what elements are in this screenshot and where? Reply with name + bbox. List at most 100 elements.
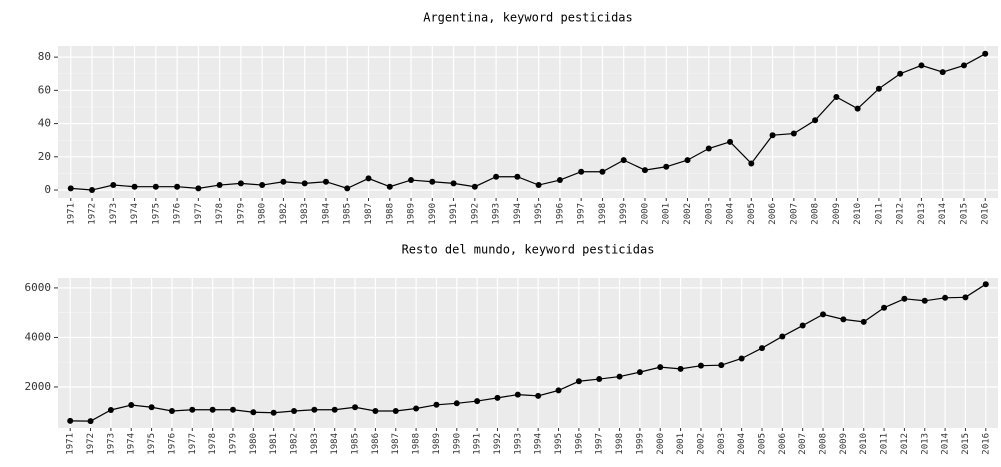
- data-point: [259, 182, 266, 189]
- x-tick-label: 2014: [938, 203, 948, 225]
- data-point: [779, 333, 786, 340]
- data-point: [365, 175, 372, 182]
- x-tick-label: 1980: [249, 433, 259, 455]
- data-point: [87, 418, 94, 425]
- data-point: [386, 183, 393, 190]
- x-tick-label: 2016: [981, 433, 991, 455]
- x-tick-label: 1987: [364, 203, 374, 225]
- x-tick-label: 1997: [577, 203, 587, 225]
- y-tick-label: 0: [44, 183, 51, 196]
- x-tick-label: 1999: [635, 433, 645, 455]
- data-point: [663, 163, 670, 170]
- data-point: [413, 405, 420, 412]
- data-point: [110, 182, 117, 189]
- x-tick-label: 2006: [768, 203, 778, 225]
- data-point: [453, 400, 460, 407]
- x-tick-label: 1979: [228, 433, 238, 455]
- data-point: [620, 157, 627, 164]
- x-tick-label: 2000: [640, 203, 650, 225]
- x-tick-label: 1988: [412, 433, 422, 455]
- x-tick-label: 1973: [109, 203, 119, 225]
- x-tick-label: 1991: [473, 433, 483, 455]
- data-point: [270, 409, 277, 416]
- x-tick-label: 2003: [704, 203, 714, 225]
- x-tick-label: 2004: [737, 433, 747, 455]
- x-tick-label: 2008: [819, 433, 829, 455]
- x-tick-label: 1984: [330, 433, 340, 455]
- data-point: [237, 180, 244, 187]
- data-line: [70, 283, 987, 422]
- x-tick-label: 2002: [696, 433, 706, 455]
- data-point: [408, 177, 415, 184]
- x-tick-label: 1975: [147, 433, 157, 455]
- data-point: [840, 316, 847, 323]
- data-point: [962, 294, 969, 301]
- data-point: [216, 182, 223, 189]
- data-point: [131, 183, 138, 190]
- x-tick-label: 1993: [492, 203, 502, 225]
- x-tick-label: 1983: [310, 433, 320, 455]
- data-point: [494, 394, 501, 401]
- x-tick-label: 1990: [428, 203, 438, 225]
- data-point: [982, 281, 989, 288]
- data-point: [280, 178, 287, 185]
- x-tick-label: 1995: [534, 203, 544, 225]
- data-point: [429, 178, 436, 185]
- x-tick-label: 1983: [300, 203, 310, 225]
- x-tick-label: 1996: [574, 433, 584, 455]
- x-tick-label: 2007: [789, 203, 799, 225]
- data-point: [152, 183, 159, 190]
- data-point: [189, 406, 196, 413]
- data-point: [575, 378, 582, 385]
- data-point: [344, 185, 351, 192]
- y-tick-label: 6000: [25, 281, 52, 294]
- x-tick-label: 1987: [391, 433, 401, 455]
- x-tick-label: 1990: [452, 433, 462, 455]
- data-point: [474, 398, 481, 405]
- data-point: [578, 168, 585, 175]
- x-tick-label: 1976: [167, 433, 177, 455]
- x-tick-label: 2015: [959, 203, 969, 225]
- x-tick-label: 1974: [127, 433, 137, 455]
- data-point: [833, 93, 840, 100]
- data-point: [535, 392, 542, 399]
- x-tick-label: 2005: [757, 433, 767, 455]
- data-point: [392, 407, 399, 414]
- x-tick-label: 1974: [130, 203, 140, 225]
- x-tick-label: 1989: [432, 433, 442, 455]
- x-tick-label: 2006: [778, 433, 788, 455]
- x-tick-label: 1993: [513, 433, 523, 455]
- data-point: [677, 365, 684, 372]
- x-tick-label: 2011: [874, 203, 884, 225]
- data-point: [939, 69, 946, 76]
- x-tick-label: 2007: [798, 433, 808, 455]
- x-tick-label: 1994: [534, 433, 544, 455]
- x-tick-label: 1998: [615, 433, 625, 455]
- data-point: [433, 401, 440, 408]
- data-point: [705, 145, 712, 152]
- data-point: [514, 173, 521, 180]
- x-tick-label: 1998: [598, 203, 608, 225]
- x-tick-label: 1971: [66, 433, 76, 455]
- data-point: [514, 391, 521, 398]
- x-tick-label: 1997: [595, 433, 605, 455]
- data-point: [982, 50, 989, 57]
- data-point: [67, 417, 74, 424]
- x-tick-label: 2016: [981, 203, 991, 225]
- data-point: [599, 168, 606, 175]
- data-point: [657, 364, 664, 371]
- x-tick-label: 2002: [683, 203, 693, 225]
- data-point: [820, 311, 827, 318]
- x-tick-label: 1984: [321, 203, 331, 225]
- data-point: [616, 373, 623, 380]
- x-tick-label: 1989: [407, 203, 417, 225]
- data-line: [70, 53, 986, 191]
- data-point: [331, 406, 338, 413]
- data-point: [901, 295, 908, 302]
- data-point: [450, 180, 457, 187]
- x-tick-label: 1972: [86, 433, 96, 455]
- data-point: [291, 407, 298, 414]
- data-point: [107, 406, 114, 413]
- data-point: [596, 376, 603, 383]
- x-tick-label: 1992: [470, 203, 480, 225]
